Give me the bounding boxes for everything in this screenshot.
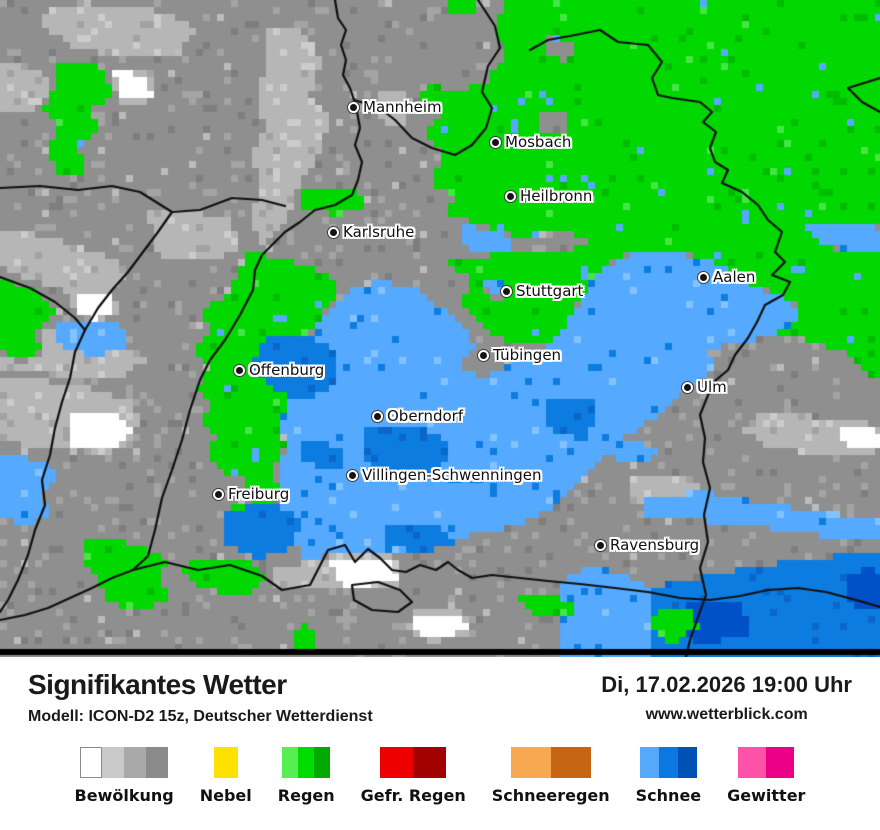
legend-color-segment <box>314 746 331 778</box>
legend-color-segment <box>146 746 169 778</box>
legend-swatch-bewoelkung <box>80 746 169 778</box>
legend-color-segment <box>124 746 147 778</box>
legend-label-schnee: Schnee <box>635 785 702 805</box>
legend-swatch-nebel <box>213 746 238 778</box>
legend-label-schneeregen: Schneeregen <box>491 785 610 805</box>
page-title: Signifikantes Wetter <box>28 669 287 700</box>
legend-color-segment <box>639 746 659 778</box>
legend-color-segment <box>658 746 678 778</box>
website-url: www.wetterblick.com <box>645 706 808 724</box>
forecast-datetime: Di, 17.02.2026 19:00 Uhr <box>601 672 852 697</box>
legend-item-gefr-regen: Gefr. Regen <box>360 746 466 805</box>
legend-label-regen: Regen <box>277 785 335 805</box>
legend-label-bewoelkung: Bewölkung <box>74 785 174 805</box>
legend-color-segment <box>510 746 551 778</box>
map-footer: Signifikantes Wetter Modell: ICON-D2 15z… <box>0 657 880 830</box>
legend-color-segment <box>80 746 103 778</box>
legend-item-gewitter: Gewitter <box>727 746 806 805</box>
legend-swatch-gefr-regen <box>380 746 447 778</box>
legend-color-segment <box>766 746 795 778</box>
model-info: Modell: ICON-D2 15z, Deutscher Wetterdie… <box>28 707 373 725</box>
legend-item-regen: Regen <box>277 746 335 805</box>
legend-item-bewoelkung: Bewölkung <box>74 746 174 805</box>
legend-color-segment <box>380 746 414 778</box>
legend-color-segment <box>298 746 315 778</box>
legend-item-nebel: Nebel <box>199 746 252 805</box>
legend-label-nebel: Nebel <box>199 785 252 805</box>
legend-color-segment <box>102 746 125 778</box>
legend-item-schnee: Schnee <box>635 746 702 805</box>
legend-swatch-gewitter <box>738 746 795 778</box>
legend-swatch-schnee <box>639 746 697 778</box>
weather-map: Mannheim Mosbach Heilbronn Karlsruhe Aalen St… <box>0 0 880 657</box>
legend-label-gewitter: Gewitter <box>727 785 806 805</box>
legend-color-segment <box>738 746 767 778</box>
footer-right: Di, 17.02.2026 19:00 Uhr www.wetterblick… <box>601 670 852 724</box>
legend-swatch-schneeregen <box>510 746 591 778</box>
legend-color-segment <box>677 746 697 778</box>
legend-swatch-regen <box>282 746 331 778</box>
weather-map-canvas <box>0 0 880 657</box>
legend-color-segment <box>413 746 447 778</box>
legend-label-gefr-regen: Gefr. Regen <box>360 785 466 805</box>
legend-color-segment <box>282 746 299 778</box>
legend-color-segment <box>550 746 591 778</box>
map-legend: Bewölkung Nebel Regen Gefr. Regen Schneerege… <box>0 746 880 805</box>
legend-item-schneeregen: Schneeregen <box>491 746 610 805</box>
footer-left: Signifikantes Wetter Modell: ICON-D2 15z… <box>28 669 373 726</box>
legend-color-segment <box>213 746 238 778</box>
